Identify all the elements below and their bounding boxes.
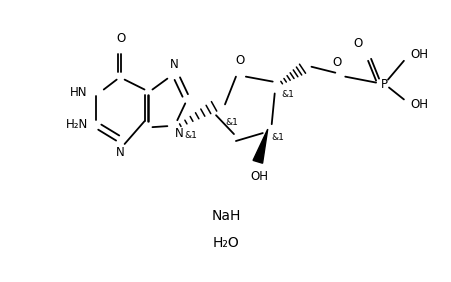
Text: P: P [380, 78, 387, 91]
Text: OH: OH [410, 98, 428, 111]
Text: O: O [116, 32, 125, 45]
Text: O: O [332, 56, 341, 69]
Text: OH: OH [410, 48, 428, 61]
Text: H₂N: H₂N [65, 118, 87, 131]
Text: &1: &1 [225, 118, 237, 127]
Text: OH: OH [250, 170, 268, 183]
Text: &1: &1 [271, 133, 284, 142]
Text: &1: &1 [281, 89, 294, 98]
Text: &1: &1 [184, 131, 197, 140]
Text: H₂O: H₂O [212, 236, 239, 250]
Text: O: O [235, 54, 244, 67]
Text: N: N [175, 127, 184, 140]
Text: O: O [352, 37, 361, 50]
Text: HN: HN [70, 86, 87, 99]
Text: N: N [116, 146, 125, 159]
Text: NaH: NaH [211, 209, 240, 223]
Text: N: N [170, 58, 178, 71]
Polygon shape [253, 129, 267, 163]
